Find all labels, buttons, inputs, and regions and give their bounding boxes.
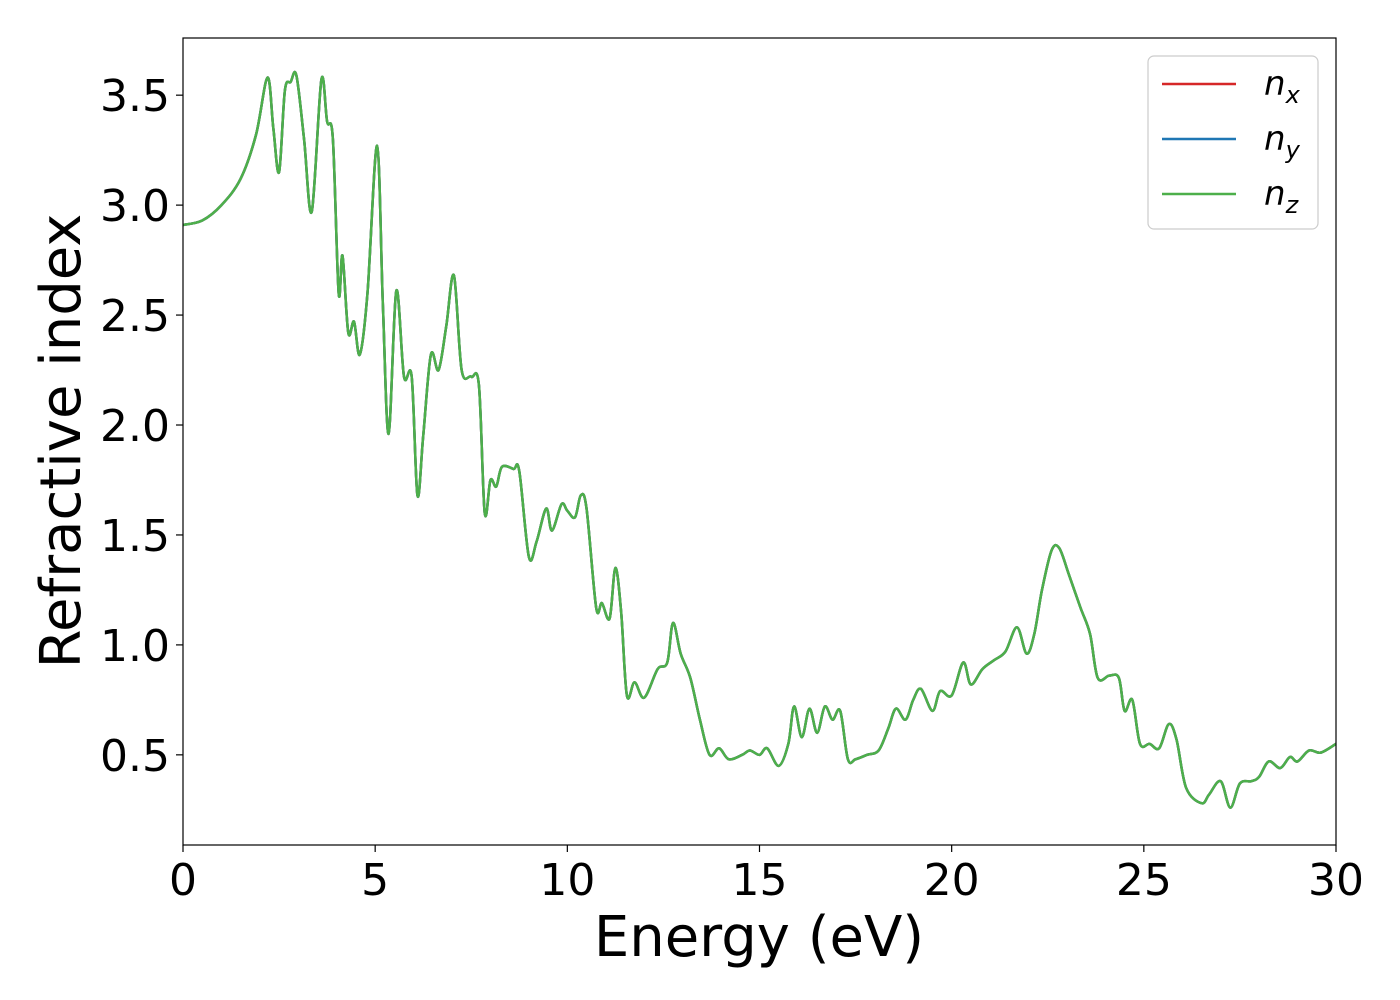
y-axis-label: Refractive index [29, 214, 94, 669]
series-line-n-z [182, 70, 1337, 809]
x-tick-label: 10 [539, 855, 595, 906]
y-tick-label: 3.5 [100, 71, 170, 122]
legend-label-base: n [1264, 119, 1286, 159]
legend-label-base: n [1264, 174, 1286, 214]
x-tick-label: 30 [1308, 855, 1364, 906]
x-tick-label: 15 [732, 855, 788, 906]
legend-label-subscript: x [1285, 81, 1301, 109]
legend-label-subscript: z [1285, 191, 1300, 219]
y-tick-label: 3.0 [100, 181, 170, 232]
y-tick-label: 2.0 [100, 401, 170, 452]
legend-label: ny [1264, 119, 1301, 164]
y-axis-ticks: 0.5 1.0 1.5 2.0 2.5 3.0 3.5 [100, 71, 183, 782]
legend-box [1147, 55, 1319, 230]
y-tick-label: 1.5 [100, 511, 170, 562]
y-tick-label: 1.0 [100, 621, 170, 672]
series-layer [182, 70, 1337, 809]
legend-label: nx [1264, 64, 1301, 109]
x-tick-label: 5 [361, 855, 389, 906]
legend-label: nz [1264, 174, 1300, 219]
legend-label-subscript: y [1285, 136, 1301, 164]
y-tick-label: 2.5 [100, 291, 170, 342]
legend-label-base: n [1264, 64, 1286, 104]
y-tick-label: 0.5 [100, 731, 170, 782]
x-tick-label: 0 [169, 855, 197, 906]
x-tick-label: 20 [924, 855, 980, 906]
x-axis-label: Energy (eV) [594, 905, 924, 970]
x-tick-label: 25 [1116, 855, 1172, 906]
x-axis-ticks: 0 5 10 15 20 25 30 [169, 845, 1364, 906]
